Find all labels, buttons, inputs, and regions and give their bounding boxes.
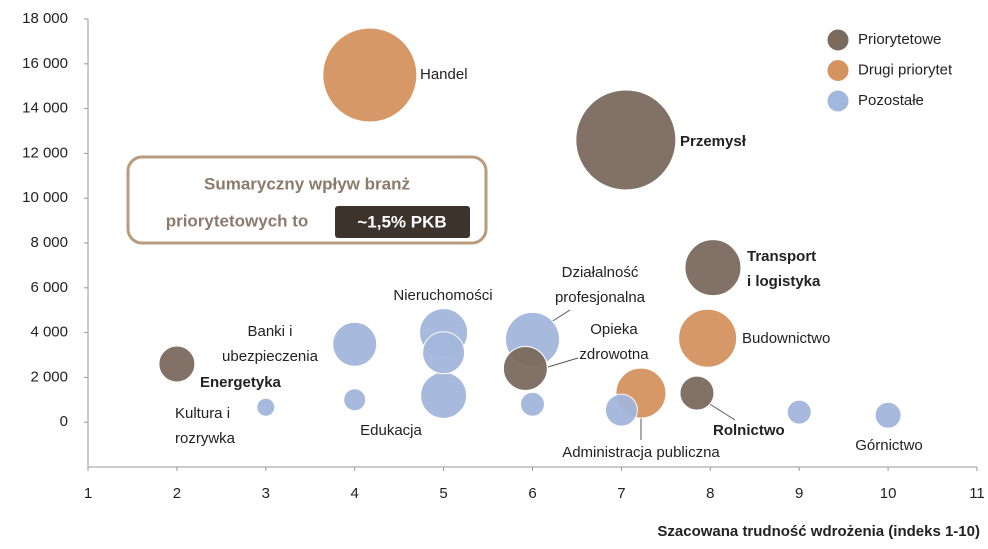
x-tick-label: 6 <box>528 485 536 502</box>
x-tick-label: 11 <box>969 485 985 502</box>
y-tick-label: 18 000 <box>22 10 68 27</box>
annotation: Przemysł <box>680 133 747 150</box>
callout-text: Sumaryczny wpływ branż <box>204 174 410 193</box>
annotation: Górnictwo <box>855 437 923 454</box>
annotation: i logistyka <box>747 273 821 290</box>
bubble <box>343 388 367 412</box>
y-tick-label: 10 000 <box>22 189 68 206</box>
x-tick-label: 7 <box>617 485 625 502</box>
annotation: Edukacja <box>360 422 422 439</box>
x-tick-label: 5 <box>439 485 447 502</box>
bubble <box>158 345 196 383</box>
bubble <box>502 345 548 391</box>
y-tick-label: 8 000 <box>30 234 68 251</box>
annotation: Handel <box>420 66 468 83</box>
x-tick-label: 4 <box>351 485 359 502</box>
x-tick-label: 1 <box>84 485 92 502</box>
callout-highlight: ~1,5% PKB <box>357 212 446 231</box>
annotation: Administracja publiczna <box>562 444 720 461</box>
annotation: Transport <box>747 248 816 265</box>
legend-label: Priorytetowe <box>858 31 941 48</box>
x-tick-label: 9 <box>795 485 803 502</box>
x-tick-label: 10 <box>880 485 897 502</box>
y-tick-label: 4 000 <box>30 324 68 341</box>
bubble <box>422 331 466 375</box>
y-tick-label: 0 <box>60 413 68 430</box>
callout-highlight-box <box>335 206 470 238</box>
annotation: profesjonalna <box>555 289 646 306</box>
annotation: zdrowotna <box>579 346 649 363</box>
bubble <box>874 401 902 429</box>
annotation: Rolnictwo <box>713 422 785 439</box>
bubble <box>520 391 545 417</box>
bubble <box>322 27 418 123</box>
y-tick-label: 12 000 <box>22 144 68 161</box>
annotation: Kultura i <box>175 405 230 422</box>
legend-label: Pozostałe <box>858 92 924 109</box>
annotation: Opieka <box>590 321 638 338</box>
x-tick-label: 3 <box>262 485 270 502</box>
annotation: ubezpieczenia <box>222 348 319 365</box>
leader-line <box>547 357 579 368</box>
legend-marker <box>826 28 850 52</box>
annotation: Energetyka <box>200 374 282 391</box>
bubble <box>678 308 738 368</box>
callout-text: priorytetowych to <box>166 211 309 230</box>
bubble <box>604 393 638 427</box>
bubble <box>256 397 276 417</box>
annotation: Budownictwo <box>742 330 830 347</box>
bubble <box>679 375 715 411</box>
bubble <box>684 239 742 297</box>
x-axis-label: Szacowana trudność wdrożenia (indeks 1-1… <box>657 523 980 540</box>
x-tick-label: 8 <box>706 485 714 502</box>
y-tick-label: 6 000 <box>30 279 68 296</box>
y-tick-label: 2 000 <box>30 368 68 385</box>
y-tick-label: 14 000 <box>22 100 68 117</box>
annotation: Nieruchomości <box>393 287 492 304</box>
annotation: Banki i <box>247 323 292 340</box>
bubble <box>420 371 468 419</box>
bubble <box>575 89 677 191</box>
bubble <box>786 399 812 425</box>
legend-marker <box>826 89 850 113</box>
annotation: rozrywka <box>175 430 236 447</box>
x-tick-label: 2 <box>173 485 181 502</box>
annotation: Działalność <box>562 264 639 281</box>
legend-marker <box>826 59 850 82</box>
bubble <box>332 321 378 367</box>
y-tick-label: 16 000 <box>22 55 68 72</box>
legend-label: Drugi priorytet <box>858 61 953 78</box>
